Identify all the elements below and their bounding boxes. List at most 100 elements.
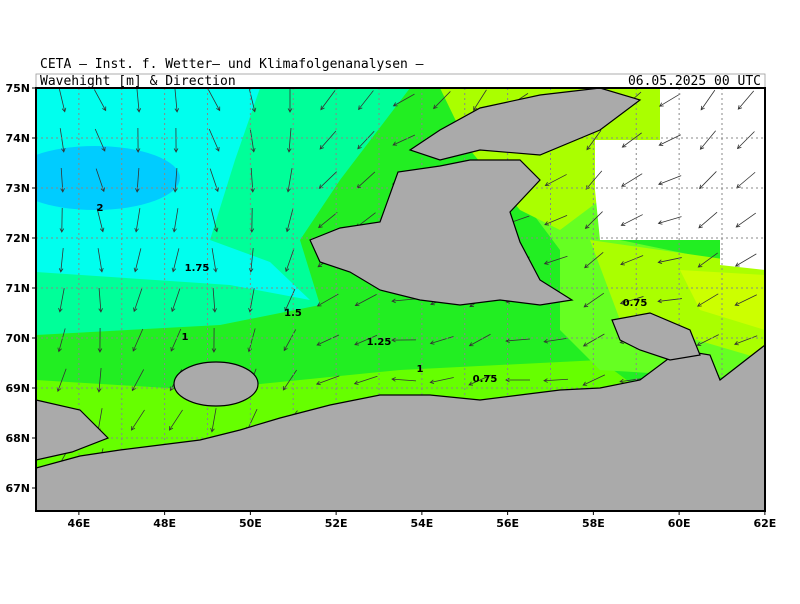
wave-arrow <box>248 248 254 273</box>
no-data <box>660 88 765 140</box>
wave-arrow <box>468 333 491 347</box>
wave-arrow <box>582 333 605 347</box>
wave-arrow <box>248 288 255 313</box>
wave-arrow <box>619 296 644 305</box>
wave-arrow <box>59 207 65 233</box>
wave-arrow <box>658 175 682 186</box>
wave-arrow <box>392 93 415 107</box>
lat-label: 69N <box>5 382 30 395</box>
lat-label: 73N <box>5 182 30 195</box>
wave-arrow <box>210 408 217 433</box>
wave-arrow <box>133 248 142 273</box>
wave-arrow <box>173 127 179 153</box>
lon-label: 46E <box>67 517 90 530</box>
wave-band <box>590 240 765 360</box>
wave-arrow <box>211 327 217 353</box>
contour-label: 1.25 <box>367 337 392 348</box>
wave-arrow <box>210 208 219 233</box>
wave-arrow <box>286 168 293 193</box>
lon-label: 56E <box>496 517 519 530</box>
wave-arrow <box>285 208 294 233</box>
grid <box>36 88 765 511</box>
wave-arrow <box>696 334 719 346</box>
wave-arrow <box>392 134 416 146</box>
contour-label: 1.5 <box>284 308 302 319</box>
wave-arrow <box>620 214 643 226</box>
wave-arrow <box>734 335 758 346</box>
header-subtitle: Wavehight [m] & Direction <box>40 74 236 89</box>
header-title: CETA – Inst. f. Wetter– und Klimafolgena… <box>40 57 424 72</box>
wave-arrow <box>57 328 66 353</box>
wave-arrow <box>58 248 64 273</box>
wave-arrow <box>505 377 531 383</box>
contour-label: 0.75 <box>473 374 498 385</box>
wave-arrow <box>429 377 454 385</box>
wave-arrow <box>58 88 67 113</box>
vaygach-island <box>611 312 701 361</box>
header-date: 06.05.2025 00 UTC <box>628 74 761 89</box>
wave-arrow <box>172 208 179 233</box>
wave-arrow <box>544 214 568 226</box>
wave-arrow <box>170 328 182 352</box>
wave-arrow <box>657 216 682 225</box>
wave-arrow <box>657 257 682 264</box>
contour-label: 1 <box>417 364 424 375</box>
wave-arrow <box>619 378 644 384</box>
lat-label: 68N <box>5 432 30 445</box>
novaya-zemlya-south <box>309 159 574 306</box>
wave-arrow <box>135 127 141 153</box>
wave-arrow <box>96 208 105 233</box>
wave-arrow <box>621 173 643 187</box>
wave-arrow <box>734 253 757 267</box>
wave-arrow <box>168 409 183 431</box>
wave-arrow <box>248 88 257 113</box>
wave-arrow <box>56 368 67 393</box>
wave-arrow <box>134 208 141 233</box>
wave-arrow <box>353 375 378 385</box>
wave-arrow <box>698 211 718 229</box>
lon-label: 50E <box>239 517 262 530</box>
wave-arrow <box>59 128 66 153</box>
wave-arrow <box>658 134 681 146</box>
wave-arrow <box>316 293 339 307</box>
wave-arrow <box>584 252 604 269</box>
wave-arrow <box>94 128 106 152</box>
wave-arrow <box>315 375 340 386</box>
lon-label: 48E <box>153 517 176 530</box>
wave-arrow <box>283 329 297 352</box>
wave-arrow <box>207 89 221 112</box>
wave-arrow <box>697 252 718 268</box>
lon-label: 60E <box>668 517 691 530</box>
wave-arrow <box>211 248 218 273</box>
wave-arrow <box>620 255 644 266</box>
wave-arrow <box>319 130 337 150</box>
wave-arrow <box>320 90 336 111</box>
wave-arrow <box>171 288 181 313</box>
wave-band <box>36 146 180 210</box>
wave-arrow <box>586 130 602 151</box>
wave-arrow <box>354 294 377 307</box>
wave-arrow <box>583 292 605 308</box>
wave-arrow <box>543 337 568 344</box>
wave-arrow <box>98 288 103 313</box>
wave-arrow <box>174 88 180 113</box>
lon-label: 58E <box>582 517 605 530</box>
contour-label: 0.75 <box>623 298 648 309</box>
wave-arrow <box>735 212 757 228</box>
wave-arrow <box>212 288 217 313</box>
wave-arrow <box>316 334 340 346</box>
wave-arrow <box>58 288 65 313</box>
wave-arrow <box>284 288 296 312</box>
map-area: 2 1.75 1.5 1.25 1 1 0.75 0.75 <box>36 88 765 511</box>
wave-arrow <box>658 93 681 107</box>
lat-label: 74N <box>5 132 30 145</box>
wave-arrow <box>736 131 755 150</box>
map-frame <box>35 87 766 512</box>
wave-arrow <box>391 337 417 343</box>
wave-arrow <box>93 89 107 112</box>
wave-arrow <box>136 88 142 113</box>
wave-arrow <box>621 132 642 148</box>
wave-arrow <box>284 248 295 273</box>
wave-arrow <box>391 298 416 304</box>
wave-arrow <box>699 130 716 150</box>
